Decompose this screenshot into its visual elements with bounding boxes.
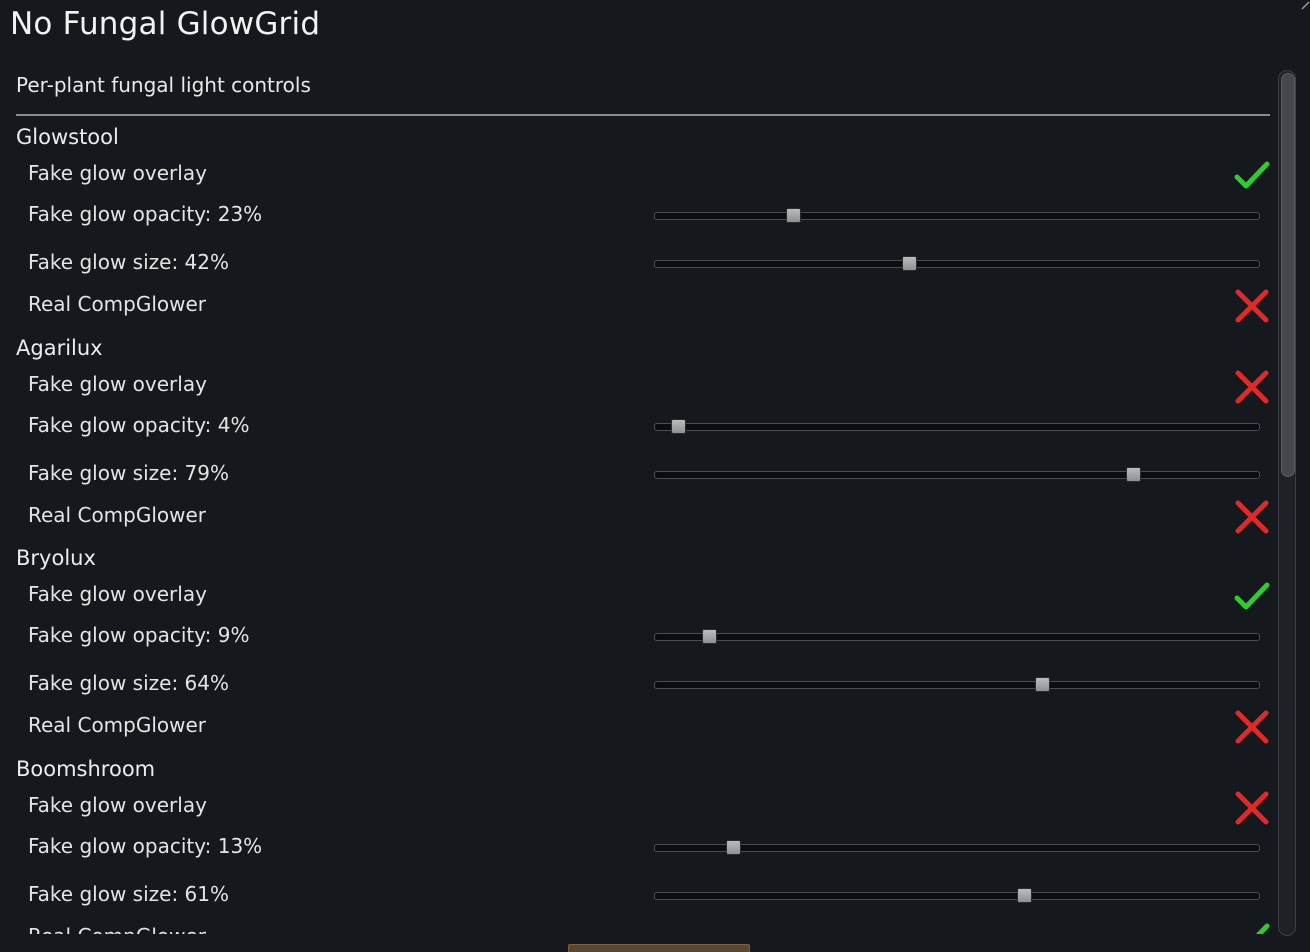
- fake-glow-overlay-label: Fake glow overlay: [28, 792, 207, 817]
- real-compglower-toggle[interactable]: [1234, 288, 1270, 324]
- cross-icon: [1235, 289, 1269, 323]
- fake-glow-overlay-label: Fake glow overlay: [28, 161, 207, 185]
- slider-thumb[interactable]: [701, 629, 717, 644]
- fake-glow-size-label: Fake glow size: 42%: [28, 250, 229, 274]
- slider-thumb[interactable]: [901, 256, 917, 271]
- fake-glow-overlay-toggle[interactable]: [1234, 790, 1270, 826]
- slider-track[interactable]: [654, 212, 1260, 220]
- settings-scroll-area[interactable]: Per-plant fungal light controls Glowstoo…: [0, 66, 1276, 934]
- header-divider: [16, 114, 1270, 116]
- real-compglower-label: Real CompGlower: [28, 292, 207, 316]
- real-compglower-toggle[interactable]: [1234, 920, 1270, 934]
- fake-glow-size-label: Fake glow size: 64%: [28, 671, 229, 695]
- checkmark-icon: [1234, 161, 1270, 189]
- real-compglower-toggle[interactable]: [1234, 499, 1270, 535]
- fake-glow-overlay-label: Fake glow overlay: [28, 582, 207, 606]
- slider-thumb[interactable]: [1016, 887, 1032, 903]
- slider-track[interactable]: [654, 891, 1260, 900]
- fake-glow-size-slider[interactable]: [654, 887, 1260, 904]
- fake-glow-overlay-toggle[interactable]: [1234, 369, 1270, 405]
- plant-name: Bryolux: [16, 546, 96, 570]
- cross-icon: [1235, 710, 1269, 744]
- slider-thumb[interactable]: [671, 418, 687, 434]
- slider-thumb[interactable]: [1034, 677, 1050, 692]
- slider-track[interactable]: [654, 470, 1260, 479]
- fake-glow-size-slider[interactable]: [654, 677, 1260, 693]
- scrollbar-thumb[interactable]: [1281, 73, 1295, 477]
- cross-icon: [1235, 791, 1269, 824]
- fake-glow-opacity-slider[interactable]: [654, 208, 1260, 224]
- fake-glow-size-label: Fake glow size: 79%: [28, 460, 229, 485]
- resize-corner-icon[interactable]: [1300, 0, 1310, 10]
- section-header: Per-plant fungal light controls: [16, 73, 311, 97]
- fake-glow-size-slider[interactable]: [654, 256, 1260, 272]
- fake-glow-opacity-label: Fake glow opacity: 4%: [28, 412, 250, 437]
- slider-track[interactable]: [654, 633, 1260, 641]
- real-compglower-toggle[interactable]: [1234, 709, 1270, 745]
- slider-thumb[interactable]: [1125, 466, 1141, 482]
- checkmark-icon: [1255, 923, 1270, 934]
- close-button[interactable]: [568, 944, 750, 952]
- plant-name: Boomshroom: [16, 756, 156, 781]
- checkmark-icon: [1234, 582, 1270, 610]
- real-compglower-label: Real CompGlower: [28, 713, 207, 737]
- plant-name: Agarilux: [16, 335, 103, 360]
- fake-glow-opacity-slider[interactable]: [654, 839, 1260, 856]
- fake-glow-opacity-slider[interactable]: [654, 418, 1260, 435]
- fake-glow-overlay-label: Fake glow overlay: [28, 371, 207, 396]
- slider-track[interactable]: [654, 422, 1260, 431]
- fake-glow-overlay-toggle[interactable]: [1234, 579, 1270, 615]
- fake-glow-size-label: Fake glow size: 61%: [28, 881, 229, 906]
- fake-glow-opacity-label: Fake glow opacity: 23%: [28, 202, 263, 226]
- slider-thumb[interactable]: [786, 208, 802, 223]
- real-compglower-label: Real CompGlower: [28, 921, 206, 935]
- slider-track[interactable]: [654, 843, 1260, 852]
- plant-name: Glowstool: [16, 125, 119, 149]
- fake-glow-opacity-label: Fake glow opacity: 13%: [28, 833, 263, 858]
- window-title: No Fungal GlowGrid: [10, 6, 321, 42]
- slider-track[interactable]: [654, 260, 1260, 268]
- vertical-scrollbar[interactable]: [1278, 70, 1296, 936]
- fake-glow-size-slider[interactable]: [654, 466, 1260, 483]
- slider-thumb[interactable]: [725, 839, 741, 855]
- fake-glow-overlay-toggle[interactable]: [1234, 158, 1270, 194]
- cross-icon: [1235, 370, 1269, 403]
- fake-glow-opacity-slider[interactable]: [654, 629, 1260, 645]
- real-compglower-label: Real CompGlower: [28, 502, 207, 527]
- cross-icon: [1235, 500, 1269, 533]
- slider-track[interactable]: [654, 681, 1260, 689]
- fake-glow-opacity-label: Fake glow opacity: 9%: [28, 623, 250, 647]
